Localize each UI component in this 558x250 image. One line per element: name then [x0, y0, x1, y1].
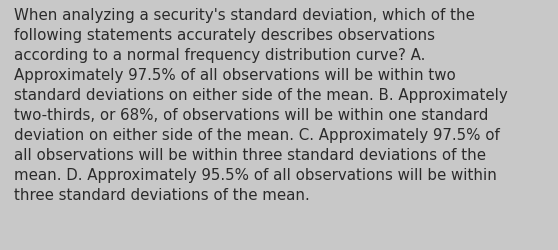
Text: When analyzing a security's standard deviation, which of the
following statement: When analyzing a security's standard dev… [14, 8, 508, 202]
